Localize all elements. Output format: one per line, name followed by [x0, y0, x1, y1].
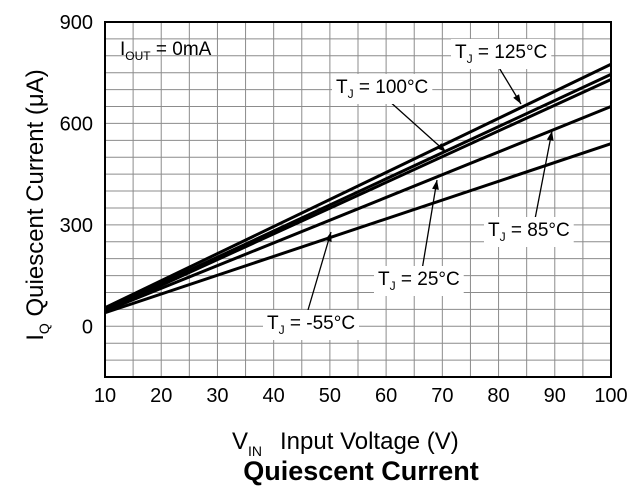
x-tick-label: 70	[431, 385, 453, 407]
y-tick-label: 900	[60, 12, 93, 34]
x-tick-label: 10	[94, 385, 116, 407]
tick-labels: 10 20 30 40 50 60 70 80 90 100 0 300 600 900	[60, 12, 628, 407]
series-line-2	[104, 105, 612, 313]
annotation-label-backgrounds	[263, 39, 574, 340]
annotation-box	[484, 217, 574, 247]
annotation-t100: TJ = 100°C	[336, 77, 428, 101]
annotation-arrow-head	[513, 94, 521, 104]
x-tick-label: 20	[150, 385, 172, 407]
annotation-arrow-line	[387, 99, 447, 153]
plot-frame	[104, 21, 612, 378]
annotation-box	[451, 39, 552, 69]
annotation-arrow-head	[432, 180, 439, 190]
x-tick-label: 90	[544, 385, 566, 407]
series-lines	[104, 62, 612, 315]
x-axis-label: VIN Input Voltage (V)	[232, 428, 459, 459]
series-line-1	[104, 73, 612, 311]
annotation-arrow-head	[436, 143, 446, 152]
annotation-iout: IOUT = 0mA	[120, 39, 212, 63]
x-tick-label: 100	[594, 385, 627, 407]
annotation-box	[263, 310, 360, 340]
x-tick-label: 50	[319, 385, 341, 407]
annotation-tm55: TJ = -55°C	[267, 313, 355, 337]
x-tick-label: 80	[487, 385, 509, 407]
y-tick-label: 0	[82, 316, 93, 338]
annotation-arrow-head	[546, 131, 554, 141]
annotation-t125: TJ = 125°C	[455, 42, 547, 66]
x-tick-label: 40	[263, 385, 285, 407]
annotation-arrow-line	[307, 231, 332, 311]
grid	[105, 22, 611, 377]
annotation-arrows	[307, 65, 554, 311]
series-line-4	[104, 142, 612, 315]
y-axis-label: IQ Quiescent Current (μA)	[22, 69, 52, 340]
annotation-t25: TJ = 25°C	[378, 269, 460, 293]
annotation-arrow-head	[325, 232, 332, 242]
chart-title: Quiescent Current	[243, 456, 479, 486]
annotation-t85: TJ = 85°C	[488, 220, 570, 244]
series-line-0	[104, 62, 612, 310]
x-tick-label: 30	[206, 385, 228, 407]
x-tick-label: 60	[375, 385, 397, 407]
annotation-arrow-line	[534, 130, 553, 220]
annotation-arrow-line	[421, 179, 438, 271]
y-tick-label: 300	[60, 215, 93, 237]
series-line-3	[104, 78, 612, 313]
annotation-box	[332, 74, 433, 104]
y-tick-label: 600	[60, 113, 93, 135]
annotation-box	[374, 266, 464, 296]
